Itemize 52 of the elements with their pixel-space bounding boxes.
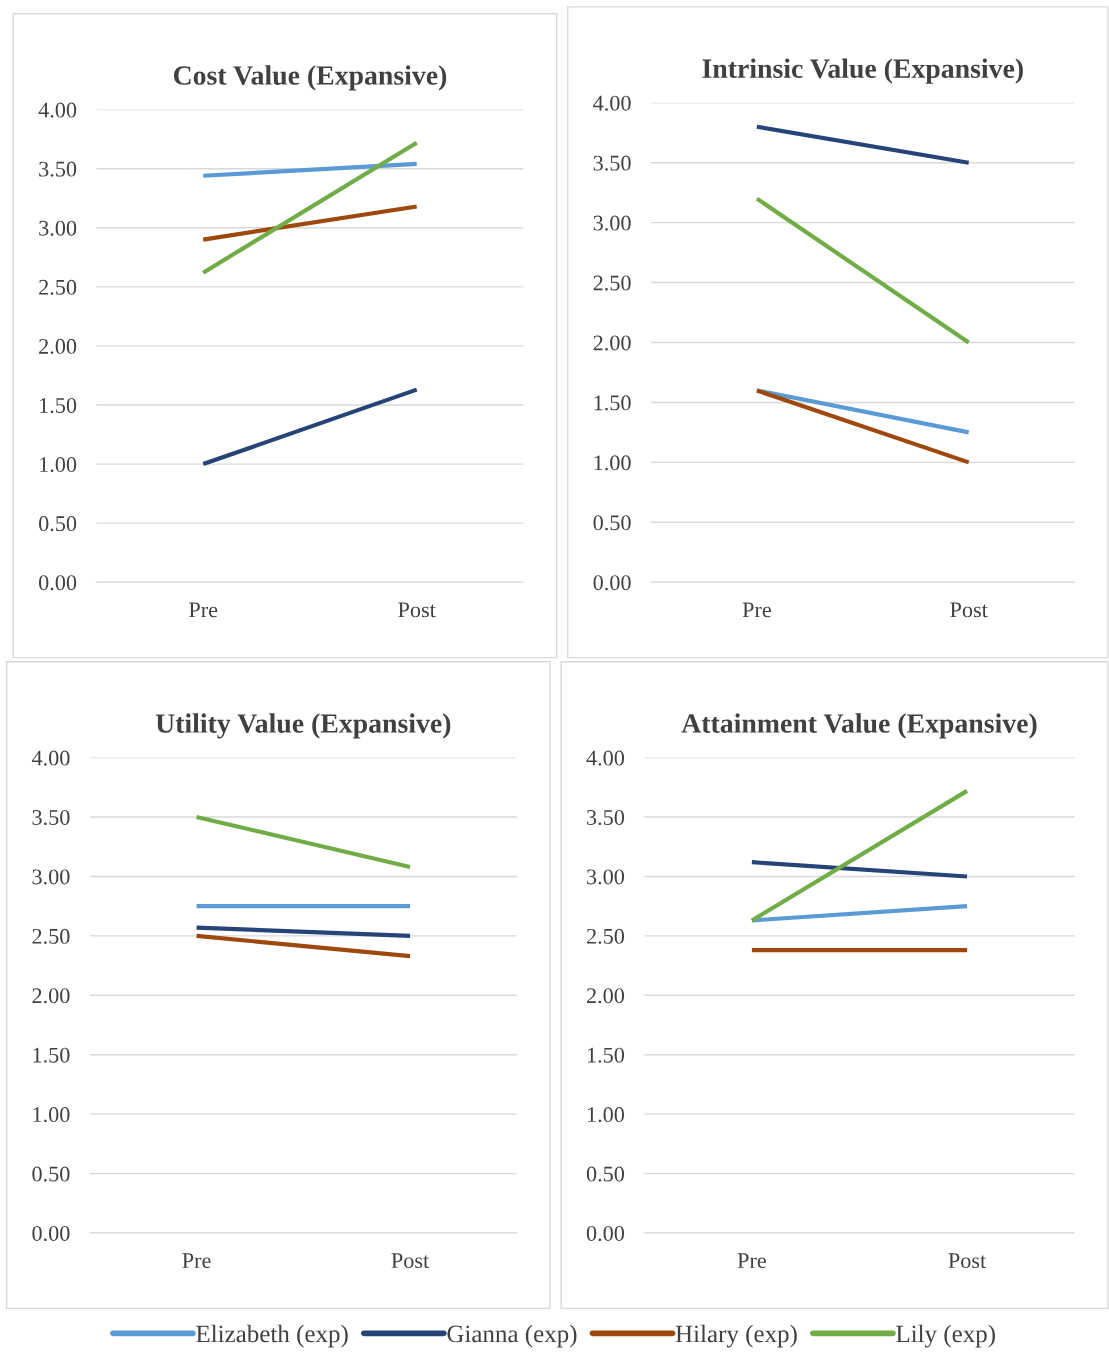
y-tick-label: 1.50	[587, 1047, 625, 1063]
x-tick-label: Pre	[189, 602, 218, 618]
chart-title: Attainment Value (Expansive)	[681, 713, 1037, 739]
y-tick-label: 3.00	[39, 220, 77, 236]
y-tick-label: 1.00	[594, 455, 631, 471]
x-tick-label: Pre	[182, 1253, 211, 1269]
x-tick-label: Pre	[737, 1253, 766, 1269]
y-tick-label: 3.00	[593, 215, 631, 231]
legend-label: Hilary (exp)	[675, 1324, 797, 1348]
y-tick-label: 0.50	[39, 516, 77, 532]
x-tick-label: Post	[398, 602, 436, 618]
y-tick-label: 1.00	[33, 1107, 70, 1123]
y-tick-label: 4.00	[31, 750, 70, 766]
y-tick-label: 0.00	[586, 1225, 625, 1242]
y-tick-label: 3.50	[32, 809, 70, 826]
y-tick-label: 3.00	[587, 869, 625, 885]
chart-title: Cost Value (Expansive)	[173, 65, 447, 91]
y-tick-label: 0.00	[593, 575, 631, 591]
x-tick-label: Pre	[742, 602, 771, 618]
y-tick-label: 1.50	[40, 397, 77, 414]
y-tick-label: 2.00	[593, 335, 631, 351]
y-tick-label: 2.00	[32, 988, 70, 1004]
y-tick-label: 3.00	[32, 869, 70, 885]
y-tick-label: 3.50	[39, 161, 77, 177]
y-tick-label: 4.00	[38, 102, 77, 118]
legend-label: Lily (exp)	[896, 1324, 995, 1348]
y-tick-label: 2.50	[32, 928, 70, 944]
y-tick-label: 0.00	[39, 575, 77, 591]
y-tick-label: 2.50	[39, 279, 77, 295]
y-tick-label: 0.50	[32, 1166, 70, 1182]
y-tick-label: 4.00	[593, 95, 631, 111]
y-tick-label: 3.50	[587, 809, 625, 826]
y-tick-label: 0.50	[593, 515, 631, 531]
legend-label: Elizabeth (exp)	[196, 1324, 348, 1348]
chart-title: Utility Value (Expansive)	[155, 713, 451, 739]
y-tick-label: 1.50	[33, 1047, 70, 1063]
y-tick-label: 2.00	[586, 988, 625, 1004]
y-tick-label: 2.50	[593, 275, 631, 291]
y-tick-label: 2.00	[39, 338, 77, 354]
y-tick-label: 3.50	[593, 155, 631, 171]
x-tick-label: Post	[950, 602, 988, 618]
y-tick-label: 1.50	[594, 395, 631, 411]
y-tick-label: 4.00	[586, 750, 625, 766]
chart-title: Intrinsic Value (Expansive)	[702, 58, 1023, 84]
x-tick-label: Post	[391, 1253, 430, 1269]
y-tick-label: 0.00	[32, 1225, 70, 1242]
x-tick-label: Post	[948, 1253, 987, 1269]
y-tick-label: 0.50	[586, 1166, 625, 1182]
y-tick-label: 1.00	[40, 457, 77, 473]
y-tick-label: 2.50	[586, 928, 625, 944]
legend-label: Gianna (exp)	[447, 1324, 577, 1348]
y-tick-label: 1.00	[587, 1107, 625, 1123]
